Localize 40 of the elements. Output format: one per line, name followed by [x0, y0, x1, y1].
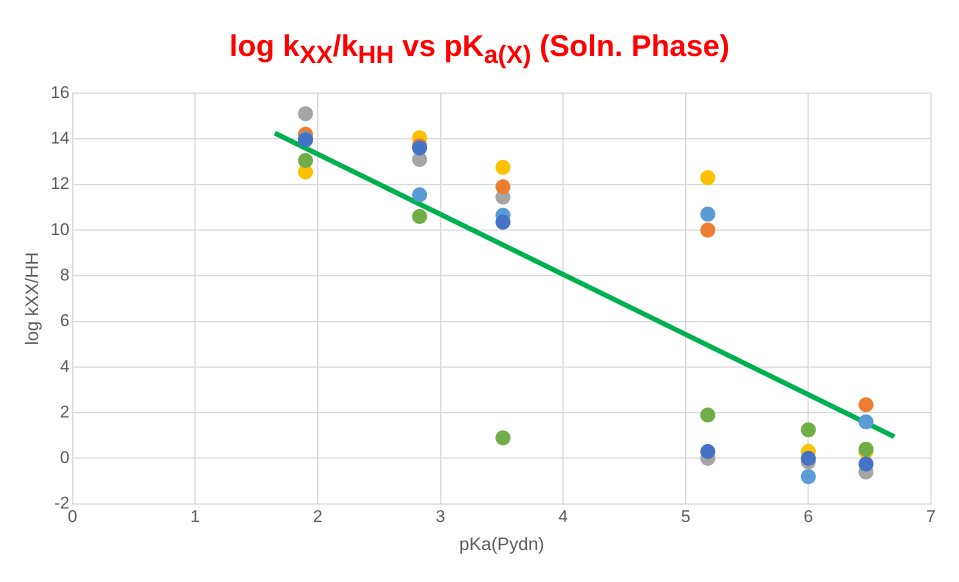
- point: [800, 450, 816, 466]
- point: [700, 444, 716, 460]
- x-tick-label: 6: [804, 506, 814, 526]
- point: [800, 469, 816, 484]
- point: [495, 160, 510, 175]
- point: [700, 407, 716, 422]
- x-tick-label: 7: [926, 506, 936, 526]
- y-tick-label: 4: [60, 356, 70, 376]
- point: [700, 222, 716, 238]
- point: [700, 170, 716, 186]
- x-tick-label: 3: [436, 506, 446, 526]
- y-tick-label: 14: [50, 128, 70, 148]
- point: [495, 214, 510, 230]
- y-tick-label: 16: [50, 82, 70, 102]
- point: [800, 422, 816, 438]
- point: [858, 442, 874, 457]
- point: [298, 106, 314, 122]
- point: [858, 397, 874, 412]
- x-tick-label: 5: [680, 506, 690, 526]
- x-axis-title: pKa(Pydn): [459, 534, 544, 554]
- y-tick-label: 6: [60, 311, 70, 330]
- point: [700, 206, 716, 222]
- y-tick-label: 10: [50, 220, 70, 239]
- point: [298, 153, 314, 168]
- x-tick-label: 1: [190, 506, 200, 526]
- point: [412, 187, 428, 202]
- point: [495, 430, 510, 446]
- y-tick-label: 8: [60, 265, 70, 284]
- y-tick-label: 12: [50, 174, 70, 194]
- y-tick-label: 2: [60, 402, 70, 422]
- y-axis-title: log kXX/HH: [22, 252, 42, 346]
- x-tick-label: 2: [313, 506, 323, 526]
- x-tick-label: 4: [558, 506, 568, 526]
- chart-title: log k$_{XX}$/k$_{HH}$ vs pK$_{a(X)}$ (Soln. Phase): [228, 30, 731, 71]
- point: [858, 456, 874, 472]
- point: [412, 208, 428, 224]
- y-tick-label: -2: [54, 494, 70, 513]
- y-tick-label: 0: [60, 448, 70, 468]
- point: [495, 179, 510, 194]
- point: [858, 414, 874, 430]
